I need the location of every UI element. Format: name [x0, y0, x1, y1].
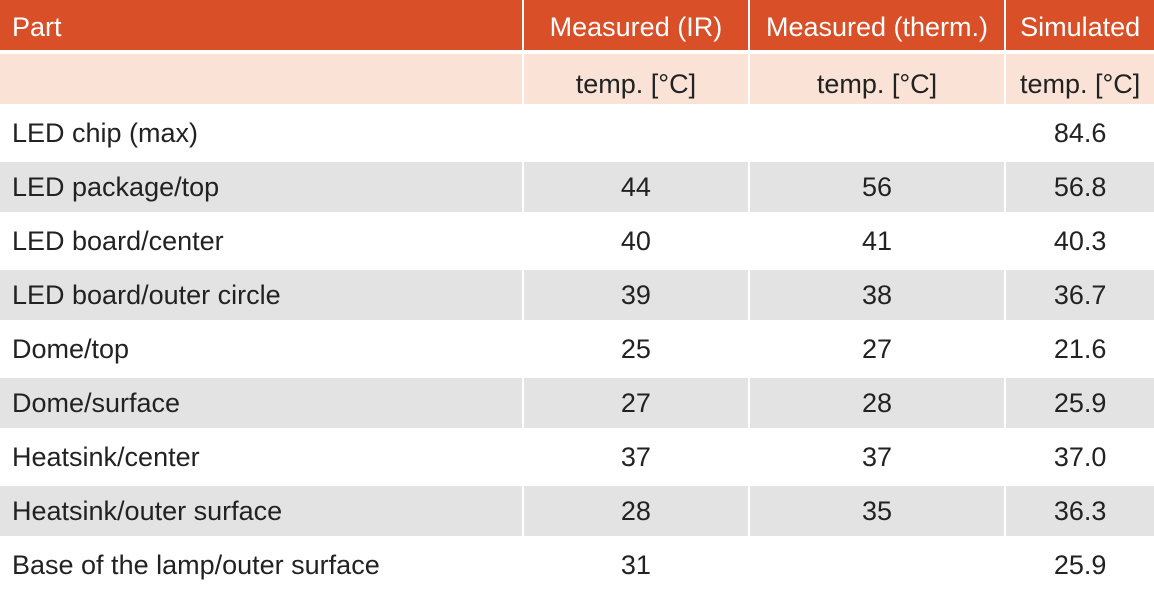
table-row: LED package/top 44 56 56.8 — [0, 162, 1154, 212]
cell-measured-therm — [750, 108, 1005, 158]
table-header-row: Part Measured (IR) Measured (therm.) Sim… — [0, 0, 1154, 50]
cell-simulated: 40.3 — [1053, 225, 1107, 256]
cell-part: Dome/surface — [0, 378, 523, 428]
cell-measured-therm: 37 — [861, 441, 893, 472]
cell-part: Dome/top — [12, 333, 130, 364]
cell-part: LED chip (max) — [12, 117, 199, 148]
subheader-simulated: temp. [°C] — [1006, 54, 1154, 104]
cell-part: LED package/top — [0, 162, 523, 212]
cell-measured-ir: 28 — [524, 486, 748, 536]
cell-simulated: 84.6 — [1053, 117, 1107, 148]
cell-part: LED board/outer circle — [0, 270, 523, 320]
header-simulated: Simulated — [1006, 0, 1154, 50]
cell-measured-ir: 40 — [620, 225, 651, 256]
cell-measured-ir: 31 — [620, 549, 651, 580]
cell-measured-therm: 41 — [861, 225, 893, 256]
cell-simulated: 36.3 — [1006, 486, 1154, 536]
header-measured-ir: Measured (IR) — [524, 0, 748, 50]
table-row: Heatsink/center 37 37 37.0 — [0, 432, 1154, 482]
cell-simulated: 21.6 — [1053, 333, 1107, 364]
table-row: LED chip (max) 84.6 — [0, 108, 1154, 158]
cell-measured-therm: 38 — [749, 270, 1005, 320]
cell-simulated: 25.9 — [1053, 549, 1107, 580]
table-row: Dome/top 25 27 21.6 — [0, 324, 1154, 374]
cell-part: LED board/center — [12, 225, 224, 256]
table-subheader-row: temp. [°C] temp. [°C] temp. [°C] — [0, 54, 1154, 104]
cell-measured-therm: 56 — [749, 162, 1005, 212]
cell-simulated: 56.8 — [1006, 162, 1154, 212]
cell-part: Base of the lamp/outer surface — [12, 549, 380, 580]
subheader-measured-ir: temp. [°C] — [524, 54, 748, 104]
cell-measured-ir — [524, 108, 748, 158]
subheader-part — [0, 54, 523, 104]
table-row: LED board/center 40 41 40.3 — [0, 216, 1154, 266]
cell-measured-ir: 27 — [524, 378, 748, 428]
cell-simulated: 36.7 — [1006, 270, 1154, 320]
cell-measured-ir: 25 — [620, 333, 651, 364]
cell-part: Heatsink/outer surface — [0, 486, 523, 536]
cell-measured-ir: 37 — [620, 441, 651, 472]
cell-measured-ir: 44 — [524, 162, 748, 212]
subheader-measured-therm: temp. [°C] — [749, 54, 1005, 104]
cell-measured-therm: 27 — [861, 333, 893, 364]
table-row: Base of the lamp/outer surface 31 25.9 — [0, 540, 1154, 590]
cell-simulated: 37.0 — [1053, 441, 1107, 472]
cell-measured-therm: 35 — [749, 486, 1005, 536]
header-part: Part — [0, 0, 523, 50]
table-row: Dome/surface 27 28 25.9 — [0, 378, 1154, 428]
table-row: Heatsink/outer surface 28 35 36.3 — [0, 486, 1154, 536]
cell-measured-therm — [750, 540, 1005, 590]
cell-simulated: 25.9 — [1006, 378, 1154, 428]
cell-measured-therm: 28 — [749, 378, 1005, 428]
cell-measured-ir: 39 — [524, 270, 748, 320]
header-measured-therm: Measured (therm.) — [749, 0, 1005, 50]
table-row: LED board/outer circle 39 38 36.7 — [0, 270, 1154, 320]
cell-part: Heatsink/center — [12, 441, 200, 472]
